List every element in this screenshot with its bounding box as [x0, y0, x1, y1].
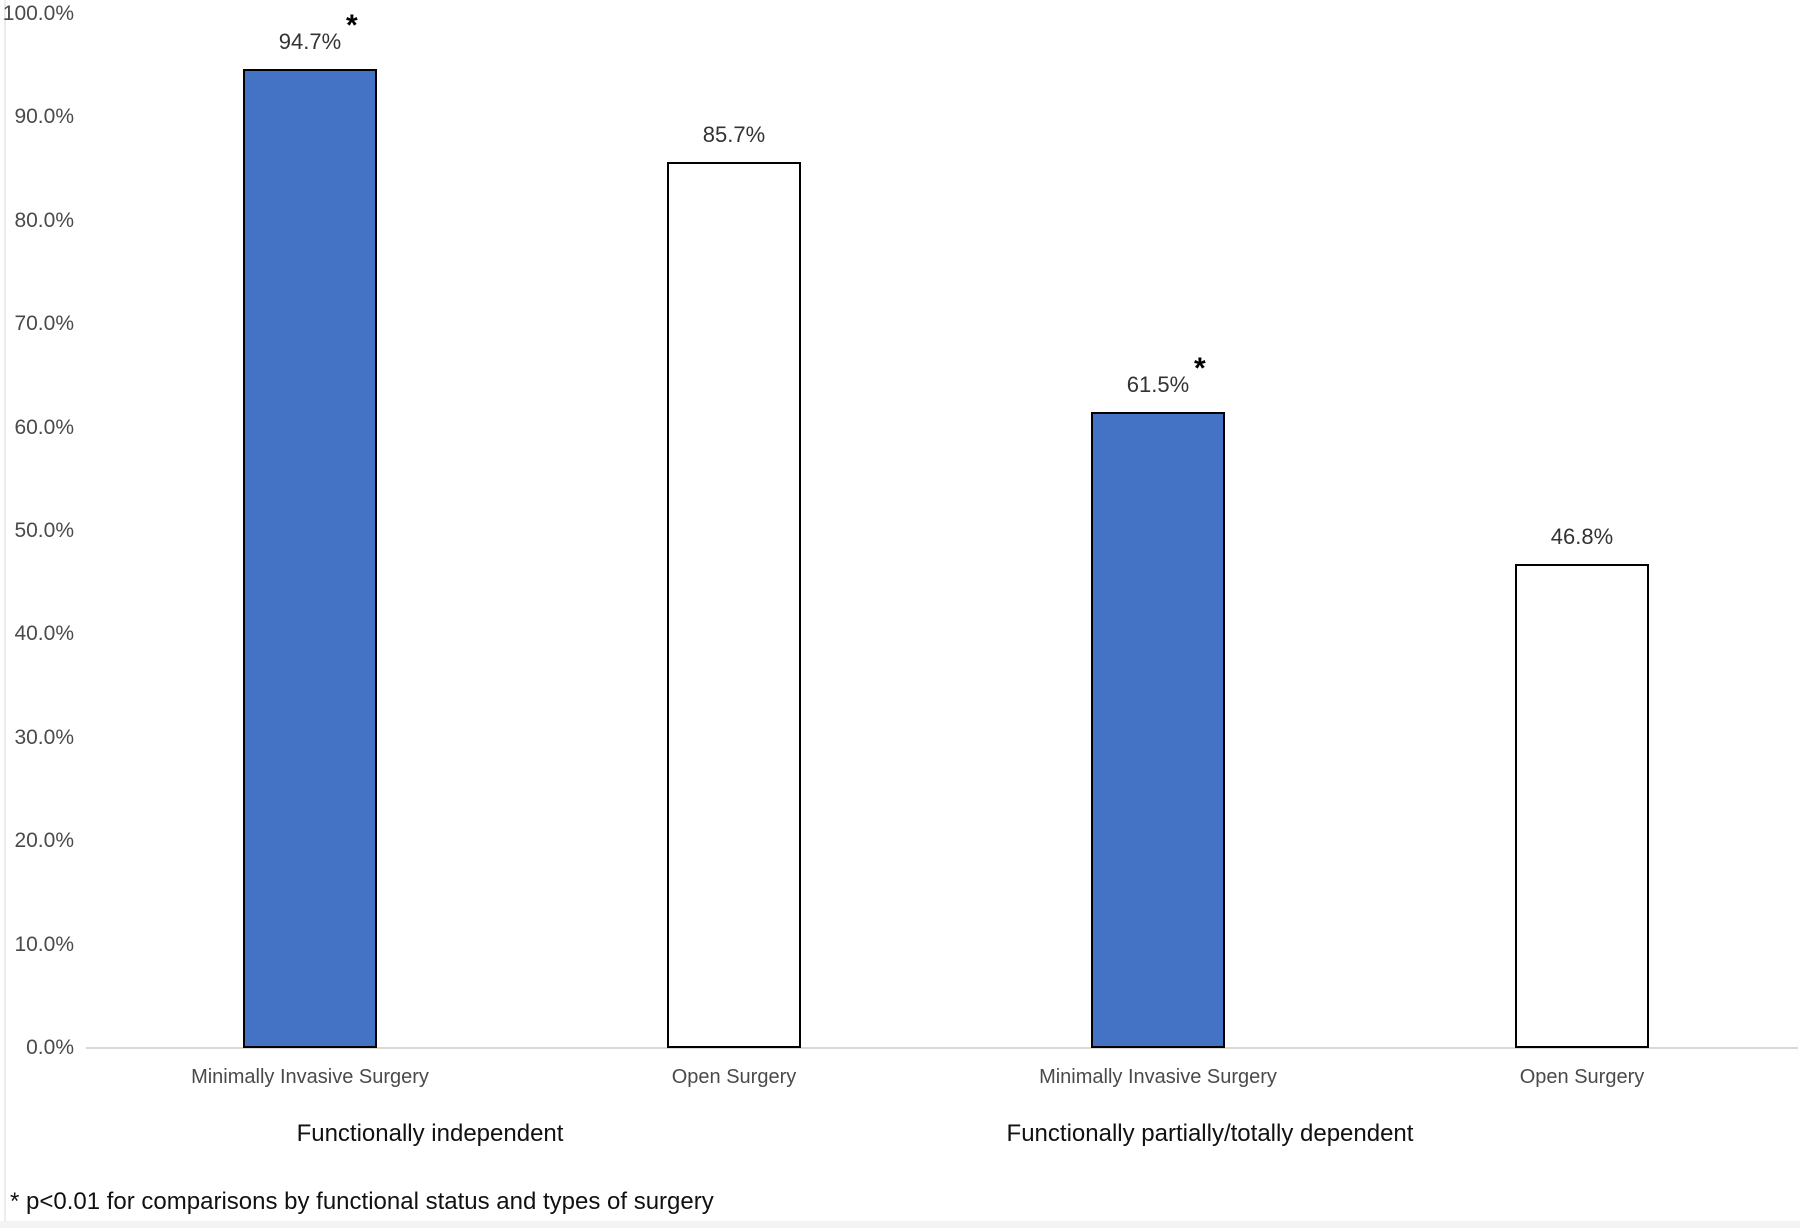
value-label: 46.8%: [1550, 524, 1614, 549]
value-label: 94.7% *: [278, 9, 358, 55]
y-axis-tick-label: 30.0%: [14, 725, 74, 749]
y-axis-tick-label: 40.0%: [14, 622, 74, 646]
y-axis-tick-label: 70.0%: [14, 312, 74, 336]
significance-asterisk: *: [346, 9, 358, 42]
bar-open-surgery: [667, 162, 801, 1048]
y-axis-tick-label: 90.0%: [14, 105, 74, 129]
x-axis-category-label: Open Surgery: [671, 1066, 797, 1088]
group-label-functionally-dependent: Functionally partially/totally dependent: [1006, 1120, 1414, 1147]
x-axis-line: [86, 1047, 1798, 1049]
significance-footnote: * p<0.01 for comparisons by functional s…: [10, 1188, 714, 1215]
y-axis-tick-label: 20.0%: [14, 829, 74, 853]
y-axis-tick-label: 100.0%: [2, 2, 74, 25]
y-axis-tick-label: 60.0%: [14, 415, 74, 439]
value-label: 85.7%: [702, 122, 766, 147]
bar-minimally-invasive-surgery: [1091, 412, 1225, 1048]
x-axis-category-label: Open Surgery: [1519, 1066, 1645, 1088]
x-axis-category-label: Minimally Invasive Surgery: [191, 1066, 429, 1088]
group-label-functionally-independent: Functionally independent: [296, 1120, 564, 1147]
x-axis-category-label: Minimally Invasive Surgery: [1039, 1066, 1277, 1088]
y-axis-tick-label: 80.0%: [14, 208, 74, 232]
y-axis-tick-label: 0.0%: [26, 1036, 74, 1059]
figure-bottom-edge: [0, 1221, 1800, 1228]
figure-left-edge: [4, 0, 6, 1228]
y-axis-tick-label: 10.0%: [14, 932, 74, 956]
y-axis-tick-label: 50.0%: [14, 519, 74, 542]
significance-asterisk: *: [1194, 352, 1206, 385]
bar-minimally-invasive-surgery: [243, 69, 377, 1048]
bar-open-surgery: [1515, 564, 1649, 1048]
value-label: 61.5% *: [1126, 352, 1206, 398]
